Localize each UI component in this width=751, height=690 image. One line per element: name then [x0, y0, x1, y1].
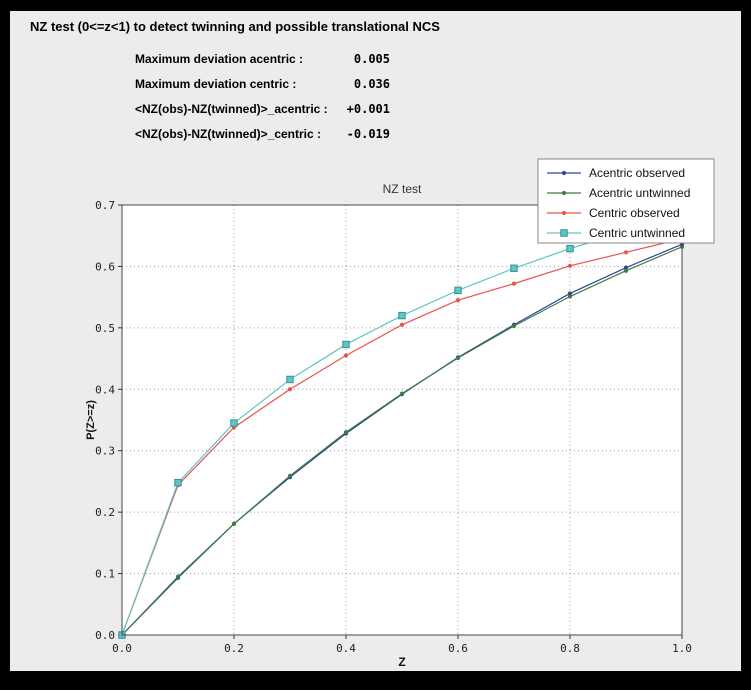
- square-marker: [398, 311, 406, 320]
- tick-labels: 0.0 0.2 0.4 0.6 0.8 1.0 0.0 0.1 0.2 0.3 0.4 0.5 0.6 0…: [95, 199, 692, 655]
- dot-marker: [623, 265, 629, 270]
- dot-marker: [287, 473, 293, 478]
- nz-test-chart: 0.0 0.2 0.4 0.6 0.8 1.0 0.0 0.1 0.2 0.3 0.4 0.5 0.6 0…: [85, 158, 715, 669]
- x-axis-label: Z: [398, 655, 405, 669]
- y-tick-label: 0.2: [95, 506, 115, 519]
- legend-entry-centric-observed: Centric observed: [547, 206, 680, 220]
- plot-area: [122, 205, 682, 635]
- x-tick-label: 0.4: [336, 642, 356, 655]
- x-tick-label: 0.2: [224, 642, 244, 655]
- legend: Acentric observed Acentric untwinned Centr…: [537, 158, 715, 244]
- x-tick-label: 0.8: [560, 642, 580, 655]
- legend-label: Acentric observed: [589, 166, 685, 180]
- legend-entry-acentric-untwinned: Acentric untwinned: [547, 186, 690, 200]
- legend-dot-marker: [561, 190, 567, 196]
- legend-label: Acentric untwinned: [589, 186, 690, 200]
- dot-marker: [231, 521, 237, 526]
- dot-marker: [511, 281, 517, 286]
- dot-marker: [343, 430, 349, 435]
- app-background: NZ test (0<=z<1) to detect twinning and …: [10, 11, 741, 671]
- stat-value: 0.005: [353, 52, 390, 66]
- square-marker: [230, 419, 238, 427]
- dot-marker: [399, 391, 405, 396]
- y-tick-label: 0.1: [95, 568, 115, 581]
- legend-entry-centric-untwinned: Centric untwinned: [547, 226, 685, 240]
- y-axis-label: P(Z>=z): [85, 400, 97, 440]
- legend-square-marker: [560, 229, 568, 237]
- dot-marker: [623, 250, 629, 255]
- dot-marker: [455, 298, 461, 303]
- legend-label: Centric observed: [589, 206, 680, 220]
- page-title: NZ test (0<=z<1) to detect twinning and …: [30, 19, 440, 34]
- square-marker: [510, 264, 518, 272]
- stats-block: Maximum deviation acentric : 0.005 Maximu…: [135, 47, 390, 147]
- y-tick-label: 0.4: [95, 383, 115, 396]
- dot-marker: [567, 291, 573, 296]
- y-tick-label: 0.3: [95, 445, 115, 458]
- y-tick-label: 0.5: [95, 322, 115, 335]
- stat-value: 0.036: [353, 77, 390, 91]
- y-tick-label: 0.6: [95, 260, 115, 273]
- legend-entry-acentric-observed: Acentric observed: [547, 166, 685, 180]
- dot-marker: [343, 353, 349, 358]
- dot-marker: [623, 268, 629, 273]
- stat-row: <NZ(obs)-NZ(twinned)>_centric : -0.019: [135, 122, 390, 147]
- stat-label: <NZ(obs)-NZ(twinned)>_acentric :: [135, 102, 328, 116]
- x-tick-label: 1.0: [672, 642, 692, 655]
- stat-row: Maximum deviation acentric : 0.005: [135, 47, 390, 72]
- dot-marker: [399, 322, 405, 327]
- stat-value: +0.001: [346, 102, 390, 116]
- x-tick-label: 0.0: [112, 642, 132, 655]
- legend-dot-marker: [561, 210, 567, 216]
- dot-marker: [511, 323, 517, 329]
- stat-label: <NZ(obs)-NZ(twinned)>_centric :: [135, 127, 322, 141]
- chart-title: NZ test: [383, 182, 422, 196]
- square-marker: [174, 478, 182, 487]
- dot-marker: [455, 355, 461, 361]
- stat-value: -0.019: [346, 127, 390, 141]
- dot-marker: [175, 574, 181, 579]
- y-tick-label: 0.7: [95, 199, 115, 212]
- dot-marker: [567, 294, 573, 299]
- dot-marker: [287, 387, 293, 392]
- stat-label: Maximum deviation centric :: [135, 77, 297, 91]
- legend-dot-marker: [561, 170, 567, 176]
- y-tick-label: 0.0: [95, 629, 115, 642]
- square-marker: [566, 244, 574, 253]
- square-marker: [342, 340, 350, 349]
- legend-label: Centric untwinned: [589, 226, 685, 240]
- square-marker: [454, 286, 462, 295]
- dot-marker: [567, 263, 573, 268]
- stat-label: Maximum deviation acentric :: [135, 52, 304, 66]
- x-tick-label: 0.6: [448, 642, 468, 655]
- square-marker: [286, 375, 294, 384]
- stat-row: <NZ(obs)-NZ(twinned)>_acentric : +0.001: [135, 97, 390, 122]
- stat-row: Maximum deviation centric : 0.036: [135, 72, 390, 97]
- plot-border: [121, 204, 683, 636]
